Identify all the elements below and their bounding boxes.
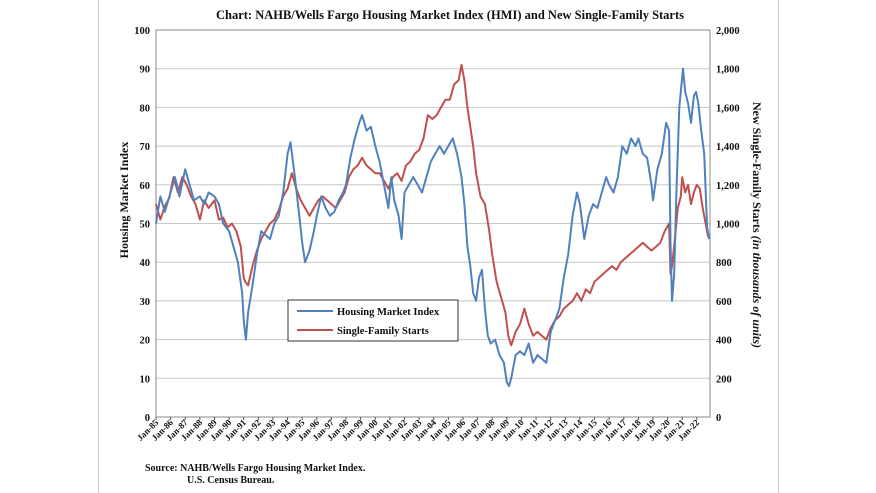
legend: Housing Market Index Single-Family Start…	[287, 299, 459, 342]
right-tick-label: 1,000	[716, 220, 740, 231]
legend-sf-label: Single-Family Starts	[337, 326, 429, 337]
frame-right-border	[778, 0, 779, 493]
chart-title: Chart: NAHB/Wells Fargo Housing Market I…	[215, 8, 685, 22]
single-family-starts-line	[155, 63, 711, 347]
left-tick-label: 50	[140, 220, 151, 231]
grid-lines	[156, 29, 710, 418]
left-axis-label: Housing Market Index	[117, 142, 131, 259]
right-tick-label: 1,400	[716, 142, 740, 153]
left-tick-label: 0	[145, 413, 150, 424]
right-tick-label: 1,200	[716, 181, 740, 192]
source-note: Source: NAHB/Wells Fargo Housing Market …	[145, 463, 365, 487]
left-tick-label: 20	[140, 336, 151, 347]
legend-hmi-label: Housing Market Index	[337, 307, 440, 318]
left-tick-label: 60	[140, 181, 151, 192]
right-tick-label: 0	[716, 413, 721, 424]
right-axis-ticks: 0 200 400 600 800 1,000 1,200 1,400 1,600 1,800 2,…	[716, 26, 740, 424]
frame-left-border	[98, 0, 99, 493]
right-tick-label: 2,000	[716, 26, 740, 37]
left-tick-label: 40	[140, 258, 151, 269]
x-axis-ticks: Jan-85Jan-86Jan-87Jan-88Jan-89Jan-90Jan-…	[135, 417, 702, 443]
legend-box	[287, 299, 459, 342]
right-axis-label-main: New Single-Family Starts	[750, 102, 764, 236]
left-tick-label: 90	[140, 65, 151, 76]
source-line-1: Source: NAHB/Wells Fargo Housing Market …	[145, 463, 366, 474]
left-tick-label: 10	[140, 374, 151, 385]
source-line-2: U.S. Census Bureau.	[187, 475, 275, 486]
left-tick-label: 30	[140, 297, 151, 308]
right-tick-label: 800	[716, 258, 732, 269]
right-axis-label: New Single-Family Starts (in thousands o…	[750, 102, 764, 348]
left-tick-label: 100	[134, 26, 150, 37]
right-tick-label: 400	[716, 336, 732, 347]
right-tick-label: 200	[716, 374, 732, 385]
left-axis-ticks: 0 10 20 30 40 50 60 70 80 90 100	[134, 26, 150, 424]
right-axis-label-units: (in thousands of units)	[750, 236, 764, 348]
right-tick-label: 600	[716, 297, 732, 308]
right-tick-label: 1,800	[716, 65, 740, 76]
left-tick-label: 70	[140, 142, 151, 153]
housing-market-index-line	[155, 67, 711, 387]
left-tick-label: 80	[140, 103, 151, 114]
right-tick-label: 1,600	[716, 103, 740, 114]
